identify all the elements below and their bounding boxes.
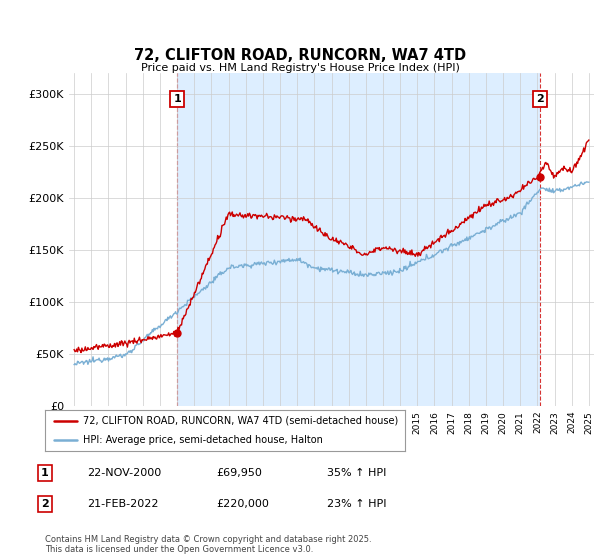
- Text: 1: 1: [173, 94, 181, 104]
- Text: 35% ↑ HPI: 35% ↑ HPI: [327, 468, 386, 478]
- Text: Price paid vs. HM Land Registry's House Price Index (HPI): Price paid vs. HM Land Registry's House …: [140, 63, 460, 73]
- Text: Contains HM Land Registry data © Crown copyright and database right 2025.
This d: Contains HM Land Registry data © Crown c…: [45, 535, 371, 554]
- Text: 72, CLIFTON ROAD, RUNCORN, WA7 4TD: 72, CLIFTON ROAD, RUNCORN, WA7 4TD: [134, 49, 466, 63]
- Text: 22-NOV-2000: 22-NOV-2000: [87, 468, 161, 478]
- Text: 2: 2: [41, 499, 49, 509]
- Text: 1: 1: [41, 468, 49, 478]
- Text: 21-FEB-2022: 21-FEB-2022: [87, 499, 158, 509]
- Text: 23% ↑ HPI: 23% ↑ HPI: [327, 499, 386, 509]
- Text: 2: 2: [536, 94, 544, 104]
- Text: HPI: Average price, semi-detached house, Halton: HPI: Average price, semi-detached house,…: [83, 435, 323, 445]
- Bar: [177, 73, 540, 406]
- Text: £69,950: £69,950: [216, 468, 262, 478]
- Text: 72, CLIFTON ROAD, RUNCORN, WA7 4TD (semi-detached house): 72, CLIFTON ROAD, RUNCORN, WA7 4TD (semi…: [83, 416, 398, 426]
- Text: £220,000: £220,000: [216, 499, 269, 509]
